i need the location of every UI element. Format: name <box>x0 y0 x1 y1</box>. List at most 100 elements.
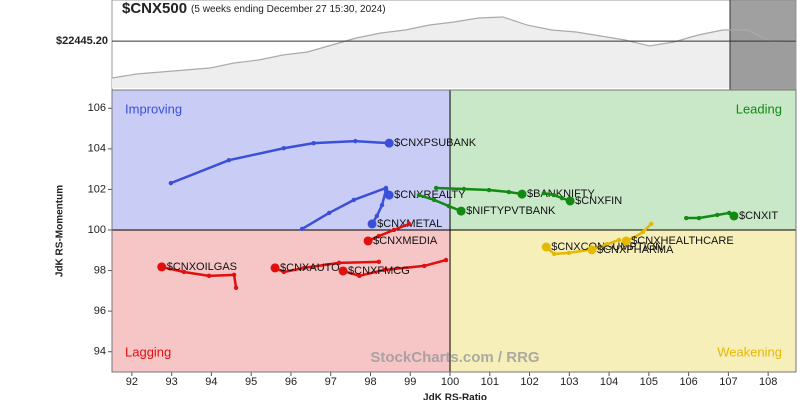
trail-point <box>443 257 449 263</box>
y-tick-label: 98 <box>94 264 106 276</box>
quadrant-label: Improving <box>125 101 182 116</box>
trail-point <box>381 267 387 273</box>
series-label: $CNXIT <box>739 210 778 222</box>
trail-point <box>715 212 720 218</box>
series-label: $CNXPHARMA <box>597 244 674 256</box>
x-tick-label: 99 <box>404 376 416 388</box>
x-tick-label: 98 <box>364 376 376 388</box>
trail-point <box>206 273 212 279</box>
x-tick-label: 103 <box>560 376 578 388</box>
y-axis-label: JdK RS-Momentum <box>55 185 66 277</box>
reference-label: $22445.20 <box>56 35 108 47</box>
head-point <box>565 196 575 206</box>
price-line <box>111 16 797 79</box>
plot-frame <box>111 89 797 373</box>
x-tick-label: 95 <box>245 376 257 388</box>
title-subtitle: (5 weeks ending December 27 15:30, 2024) <box>191 4 386 15</box>
head-point <box>541 242 551 252</box>
x-tick-label: 108 <box>759 376 777 388</box>
y-tick-label: 100 <box>88 224 106 236</box>
watermark: StockCharts.com / RRG <box>370 349 539 366</box>
x-tick-label: 107 <box>719 376 737 388</box>
head-point <box>621 236 631 246</box>
y-tick-label: 96 <box>94 305 106 317</box>
trail-point <box>551 192 557 198</box>
x-tick-label: 105 <box>640 376 658 388</box>
trail-point <box>431 197 437 203</box>
trail-point <box>376 259 382 265</box>
series-label: $CNXFMCG <box>348 265 410 277</box>
series-label: $CNXREALTY <box>394 189 466 201</box>
trail-point <box>461 186 467 192</box>
trail-line <box>545 246 590 256</box>
head-point <box>157 262 167 272</box>
trail-point <box>379 202 385 208</box>
head-point <box>456 206 466 216</box>
trail-point <box>181 269 187 275</box>
trail-point <box>684 215 689 221</box>
x-axis-label: JdK RS-Ratio <box>423 393 487 400</box>
trail-point <box>630 235 636 241</box>
current-period-shade <box>730 0 796 90</box>
trail-point <box>486 187 492 193</box>
trail-point <box>336 260 342 266</box>
trail-point <box>604 241 610 247</box>
trail-point <box>233 285 239 291</box>
x-tick-label: 97 <box>325 376 337 388</box>
head-point <box>587 245 597 255</box>
quadrant <box>112 90 451 230</box>
head-point <box>367 219 377 229</box>
trail-point <box>506 189 512 195</box>
trail-point <box>311 140 316 146</box>
trail-line <box>418 193 462 213</box>
y-tick-label: 94 <box>94 346 106 358</box>
trail-point <box>168 180 174 186</box>
trail-line <box>170 139 390 185</box>
trail-point <box>446 203 452 209</box>
series-label: $CNXMEDIA <box>373 235 438 247</box>
head-point <box>270 263 280 273</box>
quadrant <box>450 229 796 372</box>
quadrant-label: Weakening <box>717 344 782 359</box>
trail-point <box>552 251 557 257</box>
trail-point <box>416 192 422 198</box>
trail-point <box>353 138 358 144</box>
trail-point <box>376 233 382 239</box>
head-point <box>517 189 527 199</box>
trail-point <box>281 269 286 275</box>
x-tick-label: 104 <box>600 376 618 388</box>
price-area <box>112 16 796 88</box>
trail-point <box>406 221 412 227</box>
trail-point <box>541 190 547 196</box>
trail-point <box>421 263 427 269</box>
trail-point <box>559 195 565 201</box>
trail-point <box>231 272 237 278</box>
trail-point <box>383 187 389 193</box>
series-label: $CNXFIN <box>575 195 622 207</box>
trail-point <box>649 221 654 227</box>
series-label: $CNXOILGAS <box>167 261 237 273</box>
trail-point <box>351 197 356 203</box>
trail-point <box>696 215 702 221</box>
head-point <box>338 266 348 276</box>
trail-point <box>226 157 232 163</box>
y-tick-label: 102 <box>88 183 106 195</box>
y-tick-label: 106 <box>88 102 106 114</box>
series-label: $CNXAUTO <box>280 262 340 274</box>
trail-point <box>299 226 305 232</box>
chart-title: $CNX500 (5 weeks ending December 27 15:30… <box>122 0 386 17</box>
x-tick-label: 101 <box>481 376 499 388</box>
trail-point <box>281 146 286 151</box>
trail-point <box>326 210 332 216</box>
trail-point <box>433 185 439 191</box>
x-tick-label: 93 <box>166 376 178 388</box>
title-symbol: $CNX500 <box>122 0 187 17</box>
head-point <box>729 211 739 221</box>
x-tick-label: 96 <box>285 376 297 388</box>
trail-point <box>616 237 622 243</box>
head-point <box>384 138 394 148</box>
trail-point <box>301 265 307 271</box>
x-tick-label: 94 <box>205 376 217 388</box>
x-tick-label: 100 <box>441 376 459 388</box>
